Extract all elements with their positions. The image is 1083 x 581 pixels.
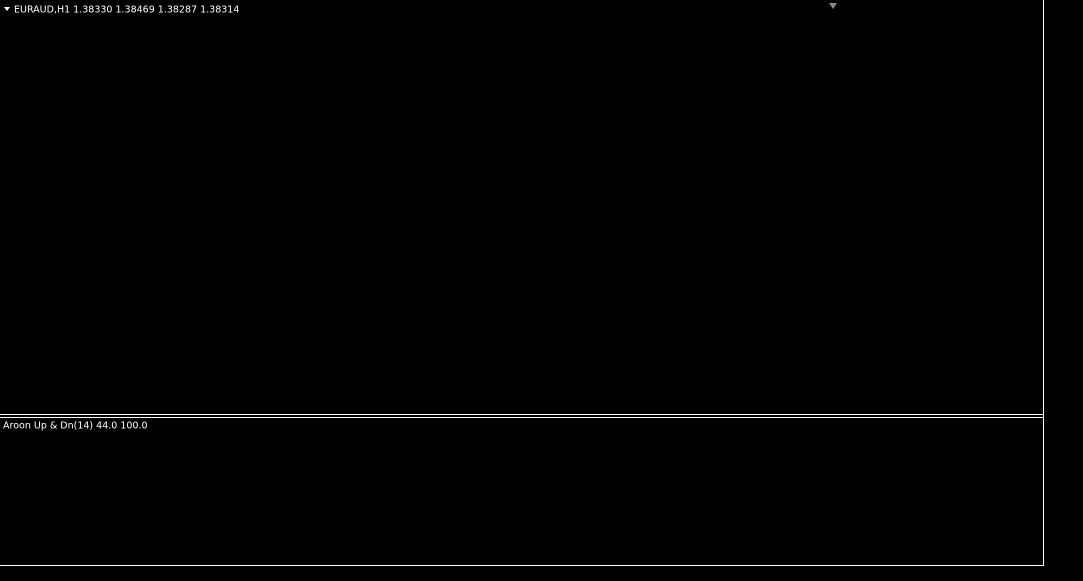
indicator-title: Aroon Up & Dn(14) 44.0 100.0	[3, 421, 148, 432]
shift-marker[interactable]	[829, 3, 837, 9]
chart-title: EURAUD,H1 1.38330 1.38469 1.38287 1.3831…	[14, 5, 239, 16]
symbol-menu-arrow[interactable]	[4, 7, 10, 11]
labels: EURAUD,H1 1.38330 1.38469 1.38287 1.3831…	[3, 5, 239, 432]
